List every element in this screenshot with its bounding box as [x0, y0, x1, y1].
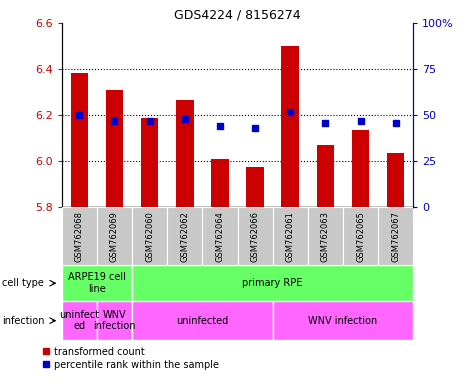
Text: uninfect
ed: uninfect ed — [59, 310, 99, 331]
Bar — [378, 207, 413, 265]
Bar — [387, 153, 404, 207]
Bar — [343, 207, 378, 265]
Text: primary RPE: primary RPE — [242, 278, 303, 288]
Bar — [281, 46, 299, 207]
Bar — [202, 207, 238, 265]
Bar — [132, 301, 273, 340]
Text: GSM762065: GSM762065 — [356, 211, 365, 262]
Bar — [105, 90, 124, 207]
Bar — [97, 301, 132, 340]
Bar — [141, 118, 158, 207]
Bar — [238, 207, 273, 265]
Bar — [316, 145, 334, 207]
Text: GSM762069: GSM762069 — [110, 211, 119, 262]
Text: GSM762062: GSM762062 — [180, 211, 189, 262]
Text: GSM762060: GSM762060 — [145, 211, 154, 262]
Bar — [97, 207, 132, 265]
Text: GSM762063: GSM762063 — [321, 211, 330, 262]
Text: uninfected: uninfected — [176, 316, 228, 326]
Text: GSM762066: GSM762066 — [251, 211, 259, 262]
Text: cell type: cell type — [2, 278, 44, 288]
Legend: transformed count, percentile rank within the sample: transformed count, percentile rank withi… — [43, 347, 218, 369]
Text: infection: infection — [2, 316, 45, 326]
Bar — [247, 167, 264, 207]
Text: WNV
infection: WNV infection — [93, 310, 136, 331]
Bar — [71, 73, 88, 207]
Bar — [62, 301, 97, 340]
Bar — [176, 100, 194, 207]
Bar — [352, 130, 369, 207]
Bar — [62, 207, 97, 265]
Bar — [273, 207, 308, 265]
Bar — [308, 207, 343, 265]
Bar — [167, 207, 202, 265]
Bar — [62, 265, 132, 301]
Title: GDS4224 / 8156274: GDS4224 / 8156274 — [174, 9, 301, 22]
Text: GSM762061: GSM762061 — [286, 211, 294, 262]
Bar — [211, 159, 228, 207]
Text: ARPE19 cell
line: ARPE19 cell line — [68, 272, 126, 294]
Bar — [132, 207, 167, 265]
Bar — [132, 265, 413, 301]
Text: WNV infection: WNV infection — [308, 316, 378, 326]
Text: GSM762067: GSM762067 — [391, 211, 400, 262]
Text: GSM762068: GSM762068 — [75, 211, 84, 262]
Text: GSM762064: GSM762064 — [216, 211, 224, 262]
Bar — [273, 301, 413, 340]
